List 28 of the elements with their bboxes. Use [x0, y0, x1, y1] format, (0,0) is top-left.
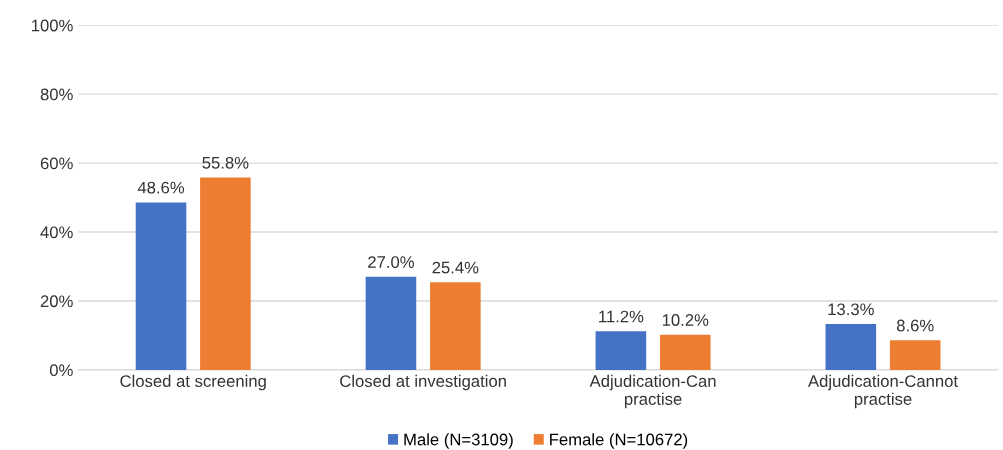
y-tick-label: 0% — [49, 364, 73, 377]
y-tick-label: 20% — [40, 295, 73, 308]
bar — [430, 282, 481, 370]
bar — [659, 334, 711, 370]
bar — [889, 340, 941, 370]
x-tick-label: Closed at investigation — [340, 374, 506, 391]
x-tick-label: Adjudication-Cannot practise — [808, 374, 958, 409]
data-label: 27.0% — [368, 256, 414, 268]
y-tick-label: 80% — [40, 88, 73, 101]
bar — [200, 177, 251, 370]
y-tick-label: 40% — [40, 226, 73, 239]
y-tick-label: 60% — [40, 157, 73, 170]
x-tick-label: Adjudication-Can practise — [589, 374, 716, 409]
data-label: 55.8% — [202, 156, 249, 169]
data-label: 8.6% — [896, 319, 934, 332]
x-tick-label: Closed at screening — [120, 374, 266, 391]
data-label: 10.2% — [662, 314, 709, 326]
legend-label: Female (N=10672) — [550, 433, 688, 449]
bar — [825, 324, 877, 370]
legend-label: Male (N=3109) — [404, 433, 513, 449]
data-label: 25.4% — [432, 261, 479, 274]
data-label: 48.6% — [137, 181, 185, 194]
y-tick-label: 100% — [32, 19, 73, 32]
data-label: 13.3% — [828, 303, 874, 316]
bar — [595, 331, 647, 370]
data-label: 11.2% — [599, 310, 644, 323]
bar — [135, 202, 187, 370]
bar — [365, 276, 417, 370]
